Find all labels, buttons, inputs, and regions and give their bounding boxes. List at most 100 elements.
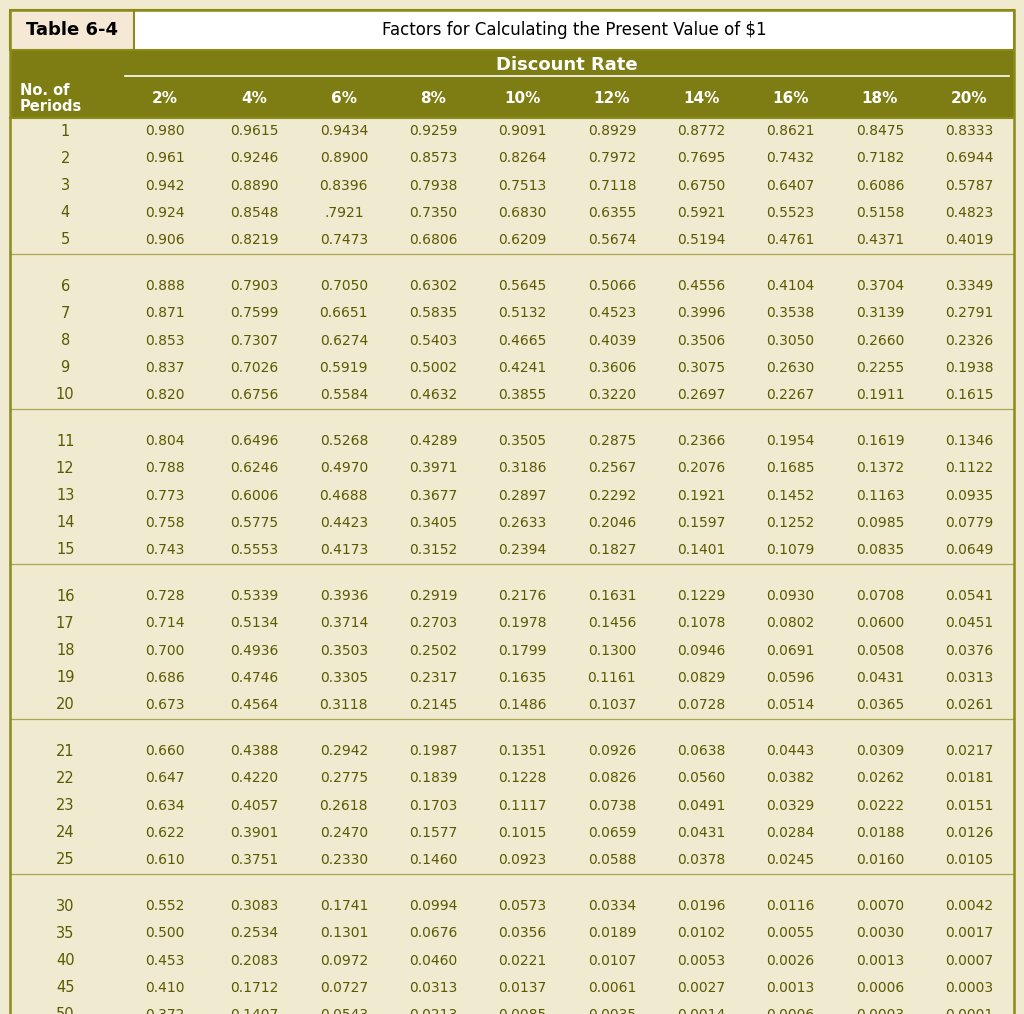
Text: 0.2326: 0.2326 (945, 334, 993, 348)
Text: 0.1619: 0.1619 (856, 434, 904, 448)
Text: 0.4423: 0.4423 (319, 516, 368, 529)
Text: 0.0560: 0.0560 (677, 772, 725, 785)
Text: 0.660: 0.660 (145, 744, 185, 758)
Text: 0.4665: 0.4665 (499, 334, 547, 348)
Text: 0.6806: 0.6806 (409, 233, 458, 246)
Text: 0.8621: 0.8621 (766, 124, 815, 138)
Text: 0.837: 0.837 (145, 361, 185, 375)
Text: 0.942: 0.942 (145, 178, 185, 193)
Text: 0.0926: 0.0926 (588, 744, 636, 758)
Text: 0.0659: 0.0659 (588, 825, 636, 840)
Text: 0.1401: 0.1401 (677, 542, 725, 557)
Text: 0.4970: 0.4970 (319, 461, 368, 476)
Text: 0.1037: 0.1037 (588, 698, 636, 712)
Text: 0.2567: 0.2567 (588, 461, 636, 476)
Text: 0.0985: 0.0985 (856, 516, 904, 529)
Text: 0.1712: 0.1712 (230, 981, 279, 995)
Text: 0.2470: 0.2470 (319, 825, 368, 840)
Text: 0.5268: 0.5268 (319, 434, 368, 448)
Text: 0.0085: 0.0085 (499, 1008, 547, 1014)
Text: 0.2502: 0.2502 (410, 644, 458, 657)
Text: 35: 35 (56, 926, 75, 941)
Text: 0.1346: 0.1346 (945, 434, 993, 448)
Text: 0.5066: 0.5066 (588, 279, 636, 293)
Text: 0.0053: 0.0053 (677, 953, 725, 967)
Text: 0.0261: 0.0261 (945, 698, 993, 712)
Text: 0.2942: 0.2942 (319, 744, 368, 758)
Text: 11: 11 (56, 434, 75, 448)
Text: 0.3751: 0.3751 (230, 853, 279, 867)
Text: 0.0105: 0.0105 (945, 853, 993, 867)
Text: 0.1827: 0.1827 (588, 542, 636, 557)
Text: 0.4823: 0.4823 (945, 206, 993, 220)
Text: 0.0676: 0.0676 (409, 927, 458, 940)
Text: 0.0638: 0.0638 (677, 744, 725, 758)
Text: 16%: 16% (772, 91, 809, 106)
Text: 0.0006: 0.0006 (767, 1008, 815, 1014)
Text: 0.7050: 0.7050 (319, 279, 368, 293)
Text: 0.1252: 0.1252 (767, 516, 815, 529)
Text: 0.888: 0.888 (145, 279, 185, 293)
Text: 0.8573: 0.8573 (410, 151, 458, 165)
Text: 0.2697: 0.2697 (677, 388, 725, 402)
Text: 0.0116: 0.0116 (766, 899, 815, 913)
Text: 0.0188: 0.0188 (856, 825, 904, 840)
Text: 0.0222: 0.0222 (856, 798, 904, 812)
Text: 0.0313: 0.0313 (410, 981, 458, 995)
Text: 0.0003: 0.0003 (945, 981, 993, 995)
Text: 0.2875: 0.2875 (588, 434, 636, 448)
Text: 0.1703: 0.1703 (410, 798, 458, 812)
Text: 0.0001: 0.0001 (945, 1008, 993, 1014)
Text: 0.0160: 0.0160 (856, 853, 904, 867)
Text: 0.0196: 0.0196 (677, 899, 726, 913)
Text: 0.820: 0.820 (145, 388, 185, 402)
Text: 0.0946: 0.0946 (677, 644, 725, 657)
Text: 0.0596: 0.0596 (766, 670, 815, 684)
Text: 0.0013: 0.0013 (767, 981, 815, 995)
Text: 0.5787: 0.5787 (945, 178, 993, 193)
Text: 0.5584: 0.5584 (319, 388, 368, 402)
Text: 0.4241: 0.4241 (499, 361, 547, 375)
Text: 0.0014: 0.0014 (677, 1008, 725, 1014)
Text: 24: 24 (56, 825, 75, 841)
Text: 0.773: 0.773 (145, 489, 185, 503)
Text: 0.5194: 0.5194 (677, 233, 725, 246)
Text: 0.7972: 0.7972 (588, 151, 636, 165)
Text: 0.0356: 0.0356 (499, 927, 547, 940)
Text: 0.3538: 0.3538 (767, 306, 815, 320)
Text: 0.0189: 0.0189 (588, 927, 636, 940)
Text: 0.1161: 0.1161 (588, 670, 636, 684)
Text: 0.3118: 0.3118 (319, 698, 368, 712)
Text: 0.0649: 0.0649 (945, 542, 993, 557)
Text: 0.0728: 0.0728 (677, 698, 725, 712)
Text: 0.2317: 0.2317 (410, 670, 458, 684)
Text: 0.4688: 0.4688 (319, 489, 368, 503)
Text: 0.8890: 0.8890 (230, 178, 279, 193)
Text: 0.7182: 0.7182 (856, 151, 904, 165)
Text: 0.1300: 0.1300 (588, 644, 636, 657)
Text: 15: 15 (56, 542, 75, 558)
Text: 0.7599: 0.7599 (230, 306, 279, 320)
Text: 0.2076: 0.2076 (677, 461, 725, 476)
Text: 0.0826: 0.0826 (588, 772, 636, 785)
Text: 0.4173: 0.4173 (319, 542, 368, 557)
Text: 0.0329: 0.0329 (767, 798, 815, 812)
Text: 0.7903: 0.7903 (230, 279, 279, 293)
Text: 0.8548: 0.8548 (230, 206, 279, 220)
Text: 0.1163: 0.1163 (856, 489, 904, 503)
Text: 0.4104: 0.4104 (767, 279, 815, 293)
Text: 0.2633: 0.2633 (499, 516, 547, 529)
Text: 0.0030: 0.0030 (856, 927, 904, 940)
Text: 0.4289: 0.4289 (409, 434, 458, 448)
Text: 0.5553: 0.5553 (230, 542, 279, 557)
Text: 4: 4 (60, 205, 70, 220)
Text: 0.0003: 0.0003 (856, 1008, 904, 1014)
Text: 0.0017: 0.0017 (945, 927, 993, 940)
Text: 0.7307: 0.7307 (230, 334, 279, 348)
Bar (10, 10, 1014, 50)
Text: 0.1631: 0.1631 (588, 589, 636, 603)
Text: 0.4019: 0.4019 (945, 233, 993, 246)
Text: 0.7432: 0.7432 (767, 151, 815, 165)
Text: 0.6302: 0.6302 (410, 279, 458, 293)
Text: 0.0829: 0.0829 (677, 670, 725, 684)
